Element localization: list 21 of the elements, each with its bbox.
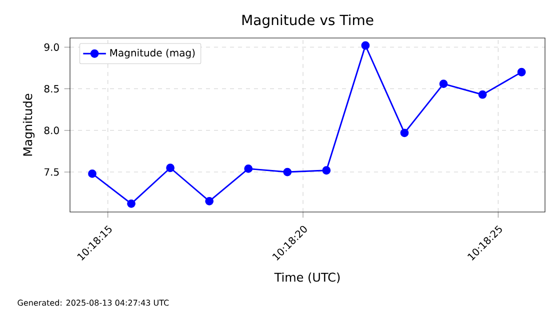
point xyxy=(244,164,253,173)
point xyxy=(88,170,96,178)
point xyxy=(361,41,370,50)
y-tick-label: 7.5 xyxy=(44,168,59,176)
y-tick-label: 8.5 xyxy=(44,85,59,93)
y-tick-label: 9.0 xyxy=(44,43,59,51)
legend-label: Magnitude (mag) xyxy=(110,48,195,58)
point xyxy=(127,199,136,208)
point xyxy=(283,168,292,176)
point xyxy=(322,166,331,175)
y-tick-label: 8.0 xyxy=(44,126,59,134)
point xyxy=(478,90,487,99)
point xyxy=(166,164,175,172)
x-axis-title: Time (UTC) xyxy=(274,272,340,284)
point xyxy=(439,80,448,88)
chart-title: Magnitude vs Time xyxy=(242,14,374,28)
point xyxy=(517,68,526,76)
text: Generated: 2025-08-13 04:27:43 UTC xyxy=(18,300,169,306)
point xyxy=(205,196,214,206)
point xyxy=(400,128,409,138)
y-axis-title: Magnitude xyxy=(22,94,35,156)
